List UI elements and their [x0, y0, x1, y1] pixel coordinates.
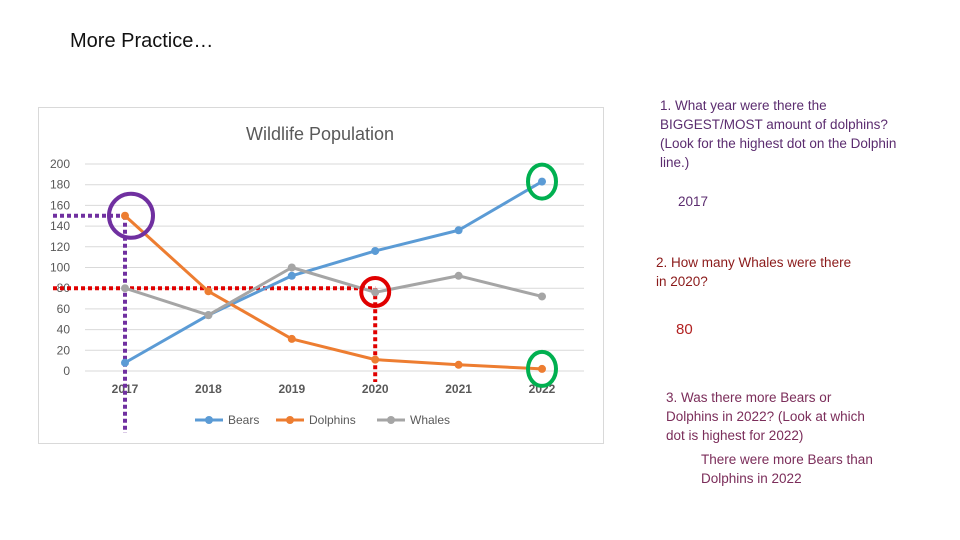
- data-point-dolphins: [287, 334, 296, 343]
- legend-label: Bears: [228, 413, 259, 427]
- data-point-bears: [287, 271, 296, 280]
- question-3: 3. Was there more Bears or Dolphins in 2…: [666, 390, 865, 443]
- series-line-dolphins: [123, 214, 543, 371]
- y-tick-label: 140: [50, 219, 70, 233]
- data-point-whales: [454, 271, 463, 280]
- legend-marker-dot: [286, 416, 294, 424]
- x-tick-label: 2019: [278, 382, 305, 396]
- data-point-bears: [121, 358, 129, 367]
- question-2: 2. How many Whales were there in 2020?: [656, 255, 852, 289]
- data-point-dolphins: [204, 287, 213, 296]
- data-point-dolphins: [454, 360, 463, 369]
- series-line-bears: [124, 180, 543, 365]
- data-point-whales: [204, 311, 213, 320]
- legend-label: Whales: [410, 413, 450, 427]
- answer-3: There were more Bears than Dolphins in 2…: [701, 452, 873, 486]
- y-tick-label: 0: [63, 364, 70, 378]
- y-tick-label: 100: [50, 261, 70, 275]
- y-tick-label: 160: [50, 198, 70, 212]
- data-point-bears: [371, 246, 380, 255]
- y-tick-label: 120: [50, 240, 70, 254]
- y-tick-label: 60: [57, 302, 71, 316]
- data-point-whales: [538, 292, 546, 301]
- data-point-bears: [538, 177, 546, 186]
- annotation-circle-purple: [107, 191, 155, 240]
- chart-title: Wildlife Population: [246, 124, 394, 144]
- x-tick-label: 2017: [112, 382, 139, 396]
- y-tick-label: 20: [57, 343, 71, 357]
- data-point-whales: [287, 263, 296, 272]
- data-point-bears: [454, 226, 463, 235]
- question-1: 1. What year were there the BIGGEST/MOST…: [660, 98, 897, 170]
- legend-marker-dot: [205, 416, 213, 424]
- answer-2: 80: [676, 321, 693, 338]
- annotation-circle-red: [359, 276, 392, 308]
- data-point-dolphins: [371, 355, 380, 364]
- annotation-circle-green: [526, 349, 558, 388]
- data-point-dolphins: [121, 211, 129, 220]
- y-tick-label: 180: [50, 178, 70, 192]
- x-tick-label: 2020: [362, 382, 389, 396]
- x-tick-label: 2021: [445, 382, 472, 396]
- data-point-dolphins: [538, 364, 546, 373]
- y-tick-label: 40: [57, 323, 71, 337]
- answer-1: 2017: [678, 194, 709, 209]
- series-line-whales: [124, 266, 543, 317]
- legend-marker-dot: [387, 416, 395, 424]
- y-tick-label: 200: [50, 157, 70, 171]
- x-tick-label: 2018: [195, 382, 222, 396]
- legend-label: Dolphins: [309, 413, 356, 427]
- annotation-circle-green: [526, 162, 558, 201]
- slide-title: More Practice…: [70, 30, 214, 52]
- data-point-whales: [121, 284, 129, 293]
- data-point-whales: [371, 288, 380, 297]
